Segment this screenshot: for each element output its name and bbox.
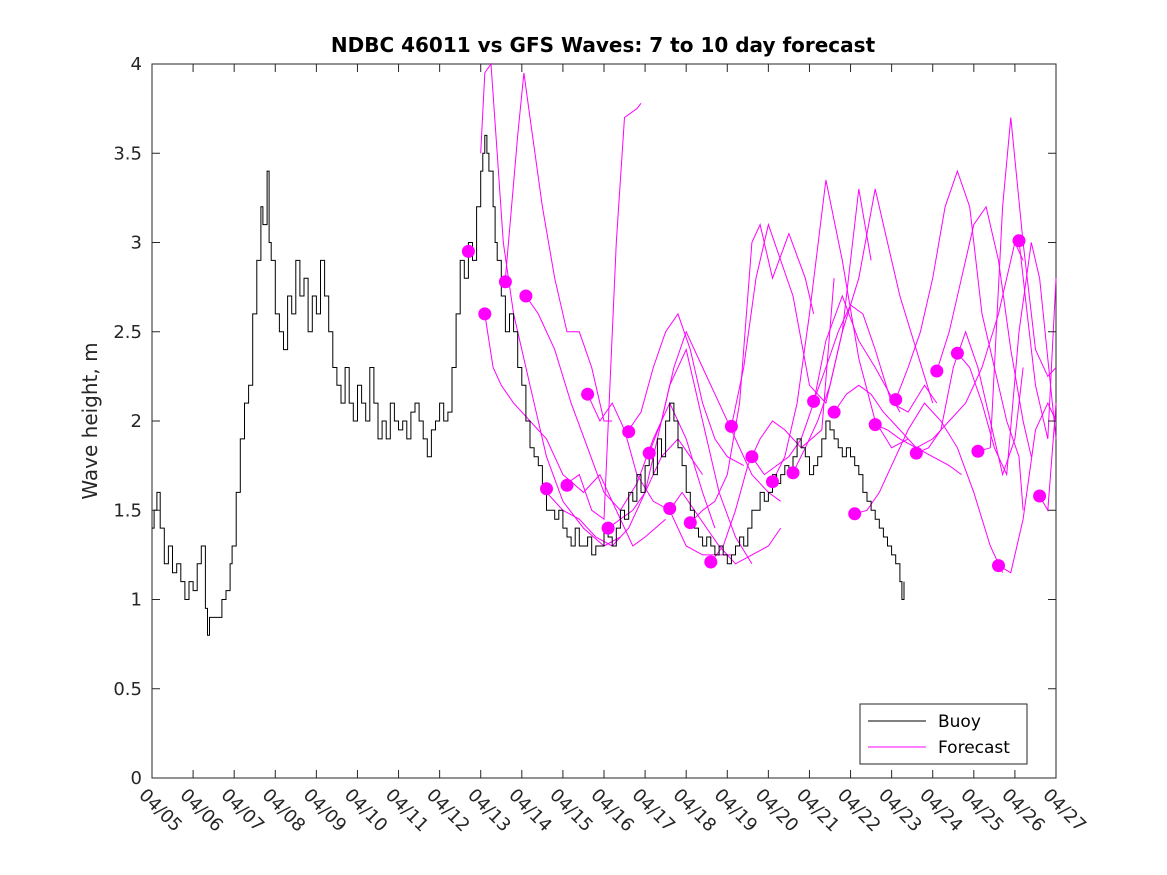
y-tick-label: 0 — [131, 768, 142, 789]
forecast-line-3 — [504, 72, 613, 422]
forecast-marker — [704, 555, 718, 569]
y-tick-label: 1 — [131, 590, 142, 611]
buoy-series — [152, 134, 905, 636]
forecast-marker — [1033, 489, 1047, 503]
forecast-marker — [848, 507, 862, 521]
y-tick-label: 2 — [131, 411, 142, 432]
y-axis: 0 0.5 1 1.5 2 2.5 3 3.5 4 — [113, 54, 1056, 789]
forecast-marker — [642, 446, 656, 460]
plot-area — [151, 62, 1057, 779]
forecast-marker — [461, 244, 475, 258]
forecast-marker — [1012, 234, 1026, 248]
forecast-marker — [807, 394, 821, 408]
forecast-line-20 — [854, 402, 1004, 573]
forecast-marker — [889, 393, 903, 407]
y-tick-label: 2.5 — [113, 322, 142, 343]
forecast-marker — [930, 364, 944, 378]
forecast-line-24 — [936, 205, 1032, 457]
legend-box — [859, 703, 1028, 765]
forecast-line-22 — [895, 169, 1024, 511]
legend: Buoy Forecast — [859, 703, 1028, 765]
forecast-marker — [478, 307, 492, 321]
forecast-marker — [950, 346, 964, 360]
forecast-line-18 — [813, 304, 938, 413]
forecast-marker — [519, 289, 533, 303]
y-tick-label: 0.5 — [113, 679, 142, 700]
forecast-marker — [971, 444, 985, 458]
forecast-line-28 — [1018, 240, 1057, 440]
forecast-line-12 — [689, 223, 815, 524]
forecast-marker — [498, 275, 512, 289]
forecast-line-21 — [875, 240, 1024, 449]
chart-title: NDBC 46011 vs GFS Waves: 7 to 10 day for… — [331, 33, 876, 57]
forecast-marker — [724, 419, 738, 433]
forecast-line-2 — [484, 313, 666, 547]
forecast-line-19 — [833, 384, 962, 476]
forecast-line-17 — [792, 188, 934, 474]
legend-forecast-label: Forecast — [938, 738, 1010, 758]
forecast-lines — [480, 62, 1057, 574]
forecast-marker — [786, 466, 800, 480]
forecast-marker — [622, 425, 636, 439]
forecast-marker — [560, 478, 574, 492]
forecast-marker — [868, 418, 882, 432]
y-tick-label: 1.5 — [113, 500, 142, 521]
forecast-marker — [827, 405, 841, 419]
forecast-marker — [745, 450, 759, 464]
y-tick-label: 3 — [131, 233, 142, 254]
forecast-line-7 — [587, 393, 732, 556]
forecast-line-14 — [730, 188, 872, 427]
forecast-marker — [663, 502, 677, 515]
forecast-marker — [601, 521, 615, 535]
forecast-marker — [540, 482, 553, 496]
legend-buoy-label: Buoy — [938, 712, 981, 732]
forecast-line-16 — [772, 179, 909, 482]
buoy-line — [152, 134, 905, 636]
forecast-marker — [992, 559, 1005, 573]
forecast-line-13 — [710, 278, 835, 563]
y-tick-label: 3.5 — [113, 143, 142, 164]
forecast-line-10 — [648, 330, 781, 502]
forecast-marker — [581, 387, 595, 401]
forecast-marker — [766, 475, 779, 489]
forecast-line-6 — [566, 102, 642, 521]
y-tick-label: 4 — [131, 54, 142, 75]
forecast-markers — [461, 234, 1047, 573]
forecast-line-1 — [480, 62, 621, 547]
y-axis-label: Wave height, m — [78, 342, 102, 499]
forecast-marker — [683, 516, 697, 530]
forecast-line-9 — [628, 312, 744, 467]
forecast-line-25 — [957, 242, 1057, 477]
forecast-line-5 — [546, 438, 704, 547]
forecast-line-26 — [977, 117, 1057, 452]
forecast-line-23 — [916, 330, 1024, 477]
forecast-marker — [909, 446, 923, 460]
